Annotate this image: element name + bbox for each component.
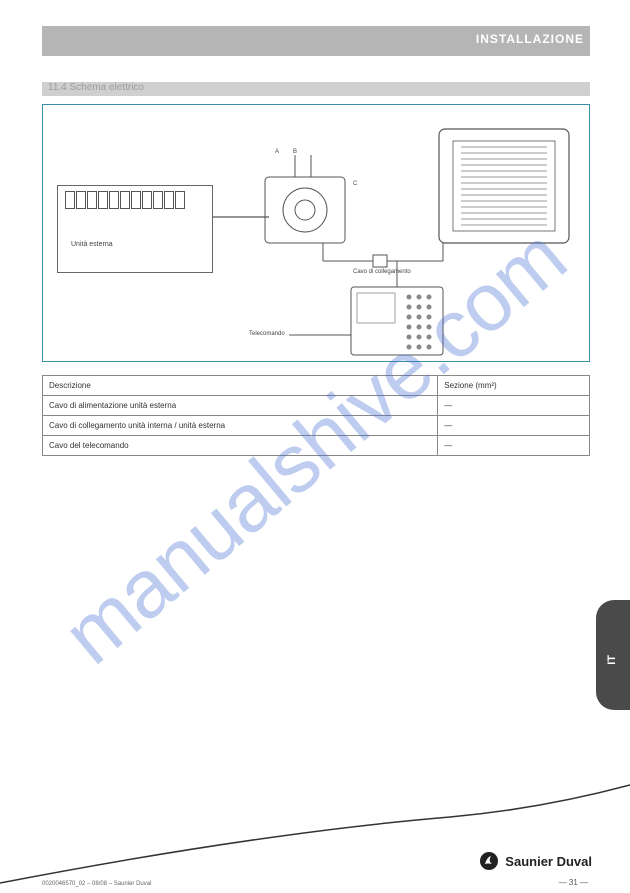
table-header-1: Descrizione <box>43 376 438 396</box>
table-cell: Cavo di collegamento unità interna / uni… <box>43 416 438 436</box>
subheader-bar: 11.4 Schema elettrico <box>42 82 590 96</box>
outdoor-unit-label: Unità esterna <box>71 241 113 248</box>
language-tab: IT <box>596 600 630 710</box>
terminal-strip <box>65 191 183 209</box>
language-tab-text: IT <box>606 655 618 665</box>
wiring-diagram: Unità esterna <box>42 104 590 362</box>
brand-name: Saunier Duval <box>505 854 592 869</box>
footer-swoosh <box>0 773 630 893</box>
pump-label-b: B <box>293 149 297 155</box>
header-title: INSTALLAZIONE <box>476 32 584 46</box>
table-cell: Cavo di alimentazione unità esterna <box>43 396 438 416</box>
header-bar: INSTALLAZIONE <box>42 26 590 56</box>
spec-table: Descrizione Sezione (mm²) Cavo di alimen… <box>42 375 590 456</box>
table-cell: Cavo del telecomando <box>43 436 438 456</box>
brand-icon <box>479 851 499 871</box>
pump-label-a: A <box>275 149 279 155</box>
table-cell: — <box>438 396 590 416</box>
table-cell: — <box>438 436 590 456</box>
wire-note-2: Cavo di collegamento <box>353 269 411 275</box>
brand-logo: Saunier Duval <box>479 851 592 871</box>
table-cell: — <box>438 416 590 436</box>
table-header-2: Sezione (mm²) <box>438 376 590 396</box>
footer-note: 0020046570_02 – 08/08 – Saunier Duval <box>42 881 151 887</box>
subheader-label: 11.4 Schema elettrico <box>48 82 144 93</box>
controller-label: Telecomando <box>249 331 285 337</box>
page-number: — 31 — <box>559 878 588 887</box>
pump-label-c: C <box>353 181 357 187</box>
